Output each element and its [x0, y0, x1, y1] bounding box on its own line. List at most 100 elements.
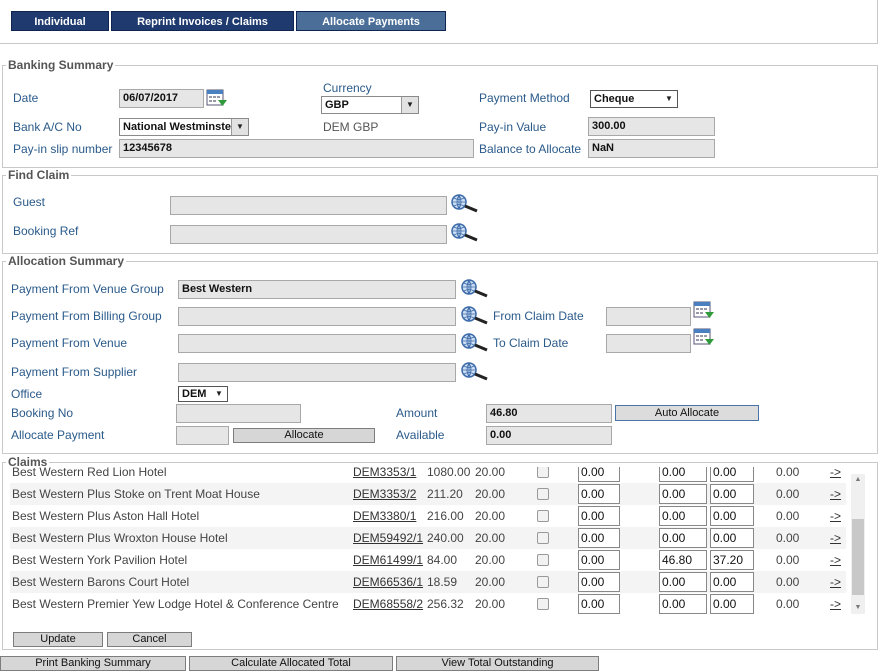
row-input-b[interactable]: 0.00 [659, 506, 707, 526]
office-select[interactable]: DEM ▼ [178, 386, 228, 402]
scroll-down-icon[interactable]: ▼ [854, 604, 862, 611]
row-input-a[interactable]: 0.00 [578, 594, 620, 614]
row-input-a[interactable]: 0.00 [578, 506, 620, 526]
claim-fee: 20.00 [475, 531, 506, 545]
hotel-name: Best Western Plus Stoke on Trent Moat Ho… [12, 487, 260, 501]
claim-ref-link[interactable]: DEM68558/2 [353, 597, 424, 611]
row-input-b[interactable]: 0.00 [659, 467, 707, 482]
claim-ref-link[interactable]: DEM66536/1 [353, 575, 424, 589]
office-value: DEM [182, 388, 207, 400]
search-icon[interactable] [460, 278, 490, 298]
view-total-outstanding-button[interactable]: View Total Outstanding [396, 656, 599, 671]
row-value-d: 0.00 [776, 553, 800, 567]
row-input-b[interactable]: 0.00 [659, 528, 707, 548]
claim-ref-link[interactable]: DEM61499/1 [353, 553, 424, 567]
booking-ref-field[interactable] [170, 225, 447, 244]
tab-reprint-invoices-claims[interactable]: Reprint Invoices / Claims [111, 11, 294, 31]
row-input-a[interactable]: 0.00 [578, 528, 620, 548]
row-checkbox[interactable] [537, 532, 549, 544]
row-checkbox[interactable] [537, 488, 549, 500]
row-input-c[interactable]: 0.00 [710, 528, 754, 548]
booking-no-field[interactable] [176, 404, 301, 423]
to-claim-date-field[interactable] [606, 334, 691, 353]
balance-field: NaN [588, 139, 715, 158]
bank-account-select[interactable]: National Westminster ▼ [119, 118, 249, 136]
row-input-b[interactable]: 0.00 [659, 572, 707, 592]
row-input-a[interactable]: 0.00 [578, 484, 620, 504]
claim-fee: 20.00 [475, 553, 506, 567]
claim-ref-link[interactable]: DEM59492/1 [353, 531, 424, 545]
from-claim-date-field[interactable] [606, 307, 691, 326]
search-icon[interactable] [460, 332, 490, 352]
calendar-icon[interactable] [206, 88, 228, 108]
venue-group-field[interactable]: Best Western [178, 280, 456, 299]
row-input-c[interactable]: 0.00 [710, 594, 754, 614]
payment-method-select[interactable]: Cheque ▼ [590, 90, 678, 108]
claim-total: 211.20 [427, 487, 463, 501]
search-icon[interactable] [460, 305, 490, 325]
row-open-link[interactable]: -> [830, 467, 842, 479]
auto-allocate-button[interactable]: Auto Allocate [615, 405, 759, 421]
venue-label: Payment From Venue [11, 336, 128, 350]
scrollbar-thumb[interactable] [852, 519, 864, 595]
bank-account-label: Bank A/C No [13, 120, 82, 134]
allocate-button[interactable]: Allocate [233, 428, 375, 443]
row-input-a[interactable]: 0.00 [578, 467, 620, 482]
tab-allocate-payments[interactable]: Allocate Payments [296, 11, 446, 31]
calendar-icon[interactable] [693, 300, 715, 320]
amount-field[interactable]: 46.80 [486, 404, 612, 423]
claim-total: 84.00 [427, 553, 458, 567]
row-open-link[interactable]: -> [830, 597, 842, 611]
row-input-c[interactable]: 0.00 [710, 484, 754, 504]
date-field[interactable]: 06/07/2017 [119, 89, 204, 108]
balance-label: Balance to Allocate [479, 142, 582, 156]
row-input-c[interactable]: 0.00 [710, 467, 754, 482]
row-input-b[interactable]: 0.00 [659, 484, 707, 504]
row-checkbox[interactable] [537, 467, 549, 478]
billing-group-field[interactable] [178, 307, 456, 326]
payin-value-field[interactable]: 300.00 [588, 117, 715, 136]
chevron-down-icon: ▼ [231, 119, 248, 135]
row-open-link[interactable]: -> [830, 553, 842, 567]
search-icon[interactable] [450, 222, 480, 242]
print-banking-summary-button[interactable]: Print Banking Summary [0, 656, 186, 671]
row-open-link[interactable]: -> [830, 575, 842, 589]
claim-ref-link[interactable]: DEM3353/2 [353, 487, 417, 501]
row-input-c[interactable]: 0.00 [710, 572, 754, 592]
from-claim-date-label: From Claim Date [493, 309, 584, 323]
calculate-allocated-total-button[interactable]: Calculate Allocated Total [189, 656, 393, 671]
search-icon[interactable] [460, 361, 490, 381]
supplier-field[interactable] [178, 363, 456, 382]
amount-label: Amount [396, 406, 438, 420]
row-input-c[interactable]: 0.00 [710, 506, 754, 526]
tab-individual[interactable]: Individual [11, 11, 109, 31]
row-checkbox[interactable] [537, 598, 549, 610]
claim-ref-link[interactable]: DEM3353/1 [353, 467, 417, 479]
claim-ref-link[interactable]: DEM3380/1 [353, 509, 417, 523]
claims-scrollbar[interactable]: ▲ ▼ [851, 474, 865, 614]
search-icon[interactable] [450, 193, 480, 213]
row-input-c[interactable]: 37.20 [710, 550, 754, 570]
cancel-button[interactable]: Cancel [107, 632, 192, 647]
venue-group-label: Payment From Venue Group [11, 282, 164, 296]
allocate-payment-field[interactable] [176, 426, 229, 445]
row-input-a[interactable]: 0.00 [578, 550, 620, 570]
row-input-a[interactable]: 0.00 [578, 572, 620, 592]
update-button[interactable]: Update [13, 632, 103, 647]
row-checkbox[interactable] [537, 576, 549, 588]
venue-field[interactable] [178, 334, 456, 353]
row-checkbox[interactable] [537, 554, 549, 566]
row-open-link[interactable]: -> [830, 509, 842, 523]
row-input-b[interactable]: 46.80 [659, 550, 707, 570]
guest-field[interactable] [170, 196, 447, 215]
row-input-b[interactable]: 0.00 [659, 594, 707, 614]
scroll-up-icon[interactable]: ▲ [854, 476, 862, 483]
row-open-link[interactable]: -> [830, 531, 842, 545]
bank-account-value: National Westminster [123, 121, 236, 133]
hotel-name: Best Western Red Lion Hotel [12, 467, 167, 479]
row-checkbox[interactable] [537, 510, 549, 522]
row-open-link[interactable]: -> [830, 487, 842, 501]
calendar-icon[interactable] [693, 327, 715, 347]
payin-slip-field[interactable]: 12345678 [119, 139, 474, 158]
currency-select[interactable]: GBP ▼ [321, 96, 419, 114]
